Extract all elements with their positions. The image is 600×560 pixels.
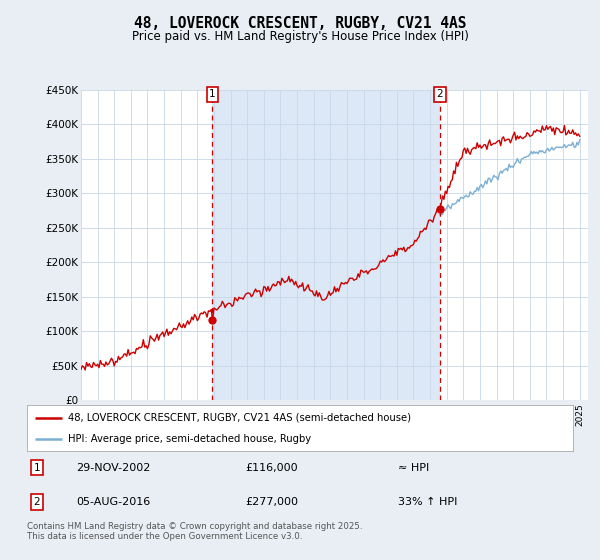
- Text: ≈ HPI: ≈ HPI: [398, 463, 430, 473]
- Text: £116,000: £116,000: [245, 463, 298, 473]
- Text: £277,000: £277,000: [245, 497, 298, 507]
- Text: Contains HM Land Registry data © Crown copyright and database right 2025.
This d: Contains HM Land Registry data © Crown c…: [27, 522, 362, 542]
- Text: 48, LOVEROCK CRESCENT, RUGBY, CV21 4AS (semi-detached house): 48, LOVEROCK CRESCENT, RUGBY, CV21 4AS (…: [68, 413, 411, 423]
- Text: 33% ↑ HPI: 33% ↑ HPI: [398, 497, 458, 507]
- Text: HPI: Average price, semi-detached house, Rugby: HPI: Average price, semi-detached house,…: [68, 435, 311, 444]
- Text: 05-AUG-2016: 05-AUG-2016: [76, 497, 151, 507]
- Text: 2: 2: [34, 497, 40, 507]
- Text: 1: 1: [209, 90, 216, 100]
- Bar: [212, 90, 440, 400]
- Text: 48, LOVEROCK CRESCENT, RUGBY, CV21 4AS: 48, LOVEROCK CRESCENT, RUGBY, CV21 4AS: [134, 16, 466, 31]
- Text: 2: 2: [436, 90, 443, 100]
- Text: Price paid vs. HM Land Registry's House Price Index (HPI): Price paid vs. HM Land Registry's House …: [131, 30, 469, 43]
- Text: 29-NOV-2002: 29-NOV-2002: [76, 463, 151, 473]
- Text: 1: 1: [34, 463, 40, 473]
